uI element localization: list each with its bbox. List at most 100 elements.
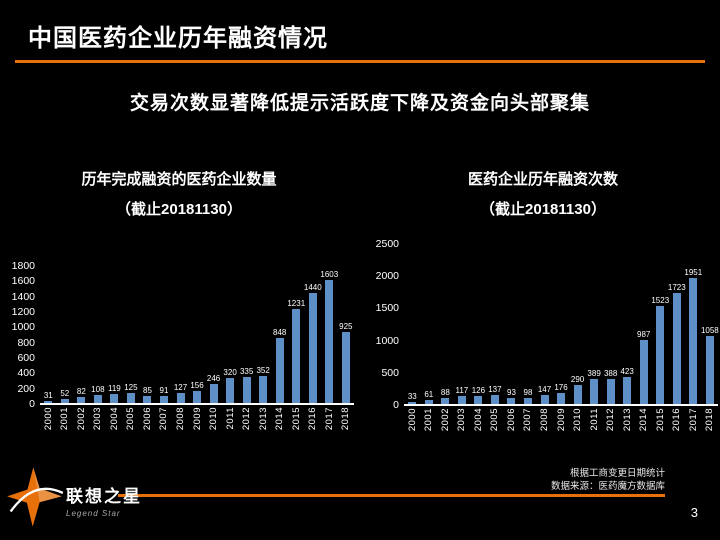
bar-column: 352 bbox=[255, 366, 272, 403]
y-axis-tick-label: 2000 bbox=[375, 270, 399, 283]
bar-column: 52 bbox=[57, 389, 74, 403]
bar-column: 91 bbox=[156, 386, 173, 403]
bar bbox=[77, 396, 86, 403]
bar bbox=[159, 396, 168, 403]
bar bbox=[275, 338, 284, 403]
bar bbox=[259, 376, 268, 403]
four-point-star-icon bbox=[6, 466, 64, 533]
bar bbox=[441, 398, 450, 404]
x-axis-year-text: 2001 bbox=[423, 408, 435, 432]
bar-column: 1058 bbox=[701, 326, 719, 404]
bar-value-label: 61 bbox=[424, 390, 434, 400]
x-axis-labels: 2000 2001 2002 2003 2004 2005 2006 2007 2008 2009… bbox=[40, 407, 354, 447]
x-axis-year-label: 2018 bbox=[338, 407, 355, 447]
bar-value-label: 82 bbox=[76, 386, 86, 396]
bar-value-label: 91 bbox=[159, 386, 169, 396]
bar-value-label: 1231 bbox=[287, 298, 306, 308]
x-axis-year-label: 2012 bbox=[602, 408, 619, 448]
bar bbox=[540, 394, 549, 404]
bar bbox=[689, 278, 698, 404]
bar-value-label: 1440 bbox=[303, 282, 322, 292]
bar bbox=[93, 394, 102, 403]
x-axis: 2000 2001 2002 2003 2004 2005 2006 2007 2008 2009… bbox=[4, 407, 354, 447]
bar bbox=[193, 391, 202, 403]
bar bbox=[590, 378, 599, 404]
bar-value-label: 119 bbox=[108, 383, 121, 393]
x-axis-year-text: 2008 bbox=[175, 407, 187, 431]
bar-value-label: 117 bbox=[455, 386, 469, 396]
bar-value-label: 1603 bbox=[320, 270, 339, 280]
bar bbox=[490, 395, 499, 404]
x-axis-labels: 2000 2001 2002 2003 2004 2005 2006 2007 2008 2009… bbox=[404, 408, 718, 448]
bar-column: 290 bbox=[569, 375, 586, 404]
x-axis-year-text: 2012 bbox=[241, 407, 253, 431]
bar-value-label: 127 bbox=[173, 383, 188, 393]
bar-column: 1523 bbox=[651, 296, 669, 404]
bar-value-label: 108 bbox=[91, 384, 105, 394]
chart-plot-wrap: 0 500 1000 1500 2000 2500 33 61 88 117 126 137 93 98… bbox=[368, 238, 719, 411]
bar-column: 389 bbox=[586, 369, 603, 404]
bar-column: 1951 bbox=[684, 268, 703, 404]
x-axis-year-label: 2015 bbox=[288, 407, 305, 447]
slide-subtitle: 交易次数显著降低提示活跃度下降及资金向头部聚集 bbox=[129, 93, 590, 114]
x-axis-year-label: 2005 bbox=[123, 407, 140, 447]
chart-subtitle: （截止20181130） bbox=[116, 201, 242, 218]
x-axis-year-label: 2013 bbox=[255, 407, 272, 447]
chart-subtitle: （截止20181130） bbox=[480, 201, 606, 218]
y-axis-tick-label: 2500 bbox=[375, 238, 399, 250]
bar-value-label: 388 bbox=[603, 369, 618, 379]
bar bbox=[705, 335, 714, 404]
page-number: 3 bbox=[690, 505, 698, 520]
logo-name-en: Legend Star bbox=[66, 508, 121, 518]
x-axis-year-text: 2002 bbox=[439, 408, 451, 432]
x-axis-year-label: 2014 bbox=[635, 408, 652, 448]
bar-value-label: 1951 bbox=[684, 268, 703, 278]
x-axis-year-text: 2001 bbox=[59, 407, 71, 431]
x-axis-year-label: 2011 bbox=[586, 408, 603, 448]
y-axis-tick-label: 200 bbox=[17, 382, 35, 395]
bar-value-label: 31 bbox=[43, 390, 53, 400]
x-axis-year-label: 2004 bbox=[106, 407, 123, 447]
bar-column: 88 bbox=[437, 388, 454, 404]
plot-area: 31 52 82 108 119 125 85 91 127 156 246 320 335 352 848… bbox=[40, 265, 354, 405]
bar-column: 126 bbox=[470, 386, 487, 404]
x-axis-year-text: 2011 bbox=[588, 408, 600, 431]
x-axis-year-label: 2000 bbox=[404, 408, 421, 448]
bar-value-label: 320 bbox=[223, 368, 237, 378]
bar-column: 82 bbox=[73, 387, 90, 403]
bar-value-label: 246 bbox=[206, 374, 221, 384]
bar-column: 117 bbox=[454, 386, 471, 404]
chart-plot-wrap: 0 200 400 600 800 1000 1200 1400 1600 1800 31 52 82… bbox=[4, 260, 354, 410]
bar bbox=[341, 332, 350, 403]
logo-name-cn: 联想之星 bbox=[66, 486, 142, 506]
bar-column: 85 bbox=[139, 386, 156, 403]
x-axis-year-label: 2010 bbox=[205, 407, 222, 447]
bar-value-label: 33 bbox=[407, 391, 417, 401]
y-axis-tick-label: 1000 bbox=[11, 321, 35, 334]
bar bbox=[110, 393, 119, 403]
bar-value-label: 88 bbox=[440, 388, 450, 398]
title-underline-rule bbox=[15, 60, 705, 63]
bar-value-label: 987 bbox=[637, 330, 651, 340]
x-axis-year-text: 2005 bbox=[489, 408, 501, 432]
x-axis-year-label: 2018 bbox=[702, 408, 719, 448]
x-axis-year-label: 2000 bbox=[40, 407, 57, 447]
x-axis-year-label: 2015 bbox=[652, 408, 669, 448]
x-axis-year-label: 2017 bbox=[685, 408, 702, 448]
bar bbox=[308, 292, 317, 403]
x-axis-year-label: 2013 bbox=[619, 408, 636, 448]
y-axis-tick-label: 500 bbox=[381, 366, 399, 379]
bar-column: 246 bbox=[205, 374, 222, 403]
x-axis-year-label: 2016 bbox=[669, 408, 686, 448]
bar bbox=[176, 393, 185, 403]
bar-value-label: 176 bbox=[554, 382, 568, 392]
bar-column: 31 bbox=[40, 391, 57, 403]
y-axis-tick-label: 400 bbox=[17, 367, 35, 380]
bar-value-label: 423 bbox=[620, 366, 634, 376]
x-axis-year-text: 2016 bbox=[307, 407, 319, 431]
bar-value-label: 52 bbox=[60, 389, 70, 399]
data-source-footnote: 根据工商变更日期统计 数据来源：医药魔方数据库 bbox=[551, 467, 665, 493]
x-axis-year-text: 2013 bbox=[621, 408, 633, 432]
x-axis-year-label: 2009 bbox=[553, 408, 570, 448]
x-axis-year-text: 2003 bbox=[92, 407, 104, 431]
